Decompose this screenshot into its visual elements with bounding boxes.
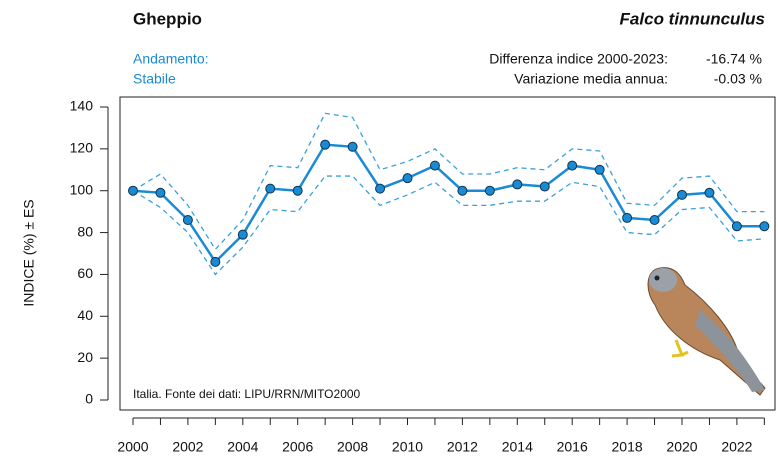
point	[567, 160, 578, 171]
point	[677, 189, 687, 200]
x-tick-label: 2018	[612, 439, 643, 455]
y-tick-label: 140	[70, 98, 94, 114]
point	[375, 183, 386, 194]
x-tick-label: 2002	[172, 439, 203, 455]
point	[292, 185, 303, 196]
x-tick-label: 2006	[282, 439, 313, 455]
point	[429, 160, 440, 171]
point	[155, 187, 166, 198]
point	[759, 221, 770, 232]
trend: Stabile	[133, 71, 176, 87]
y-tick-label: 120	[70, 140, 94, 156]
x-tick-label: 2004	[227, 439, 258, 455]
diff-value: -16.74 %	[706, 51, 762, 67]
point	[320, 139, 331, 150]
y-tick-label: 40	[77, 307, 93, 323]
annotation: Italia. Fonte dei dati: LIPU/RRN/MITO200…	[133, 387, 361, 401]
point	[512, 179, 523, 190]
y-tick-label: 80	[77, 223, 93, 239]
point	[731, 221, 742, 232]
trend-label: Andamento:	[133, 51, 209, 67]
plot-box	[119, 96, 776, 411]
x-tick-label: 2016	[557, 439, 588, 455]
x-tick-label: 2008	[337, 439, 368, 455]
error-band	[132, 112, 765, 251]
point	[265, 183, 276, 194]
y-tick-label: 0	[85, 391, 93, 407]
y-tick-label: 100	[70, 181, 94, 197]
point	[457, 185, 468, 196]
x-tick-label: 2020	[666, 439, 697, 455]
point	[210, 256, 221, 267]
species: Falco tinnunculus	[620, 9, 765, 28]
point	[237, 229, 248, 240]
point	[484, 185, 495, 196]
index-line	[132, 143, 765, 264]
point	[402, 173, 413, 184]
point	[182, 215, 193, 226]
mean-label: Variazione media annua:	[514, 71, 668, 87]
diff-label: Differenza indice 2000-2023:	[489, 51, 668, 67]
mean-value: -0.03 %	[714, 71, 762, 87]
point	[347, 141, 358, 152]
title: Gheppio	[133, 9, 202, 28]
y-tick-label: 60	[77, 265, 93, 281]
x-tick-label: 2014	[502, 439, 533, 455]
x-tick-label: 2012	[447, 439, 478, 455]
x-tick-label: 2000	[117, 439, 148, 455]
bird-illustration	[647, 267, 766, 396]
point	[539, 181, 550, 192]
point	[649, 215, 660, 226]
point	[622, 212, 633, 223]
x-tick-label: 2010	[392, 439, 423, 455]
point	[594, 164, 605, 175]
x-tick-label: 2022	[721, 439, 752, 455]
y-label: INDICE (%) ± ES	[21, 199, 37, 306]
y-tick-label: 20	[77, 349, 93, 365]
point	[704, 187, 715, 198]
point	[128, 185, 138, 196]
